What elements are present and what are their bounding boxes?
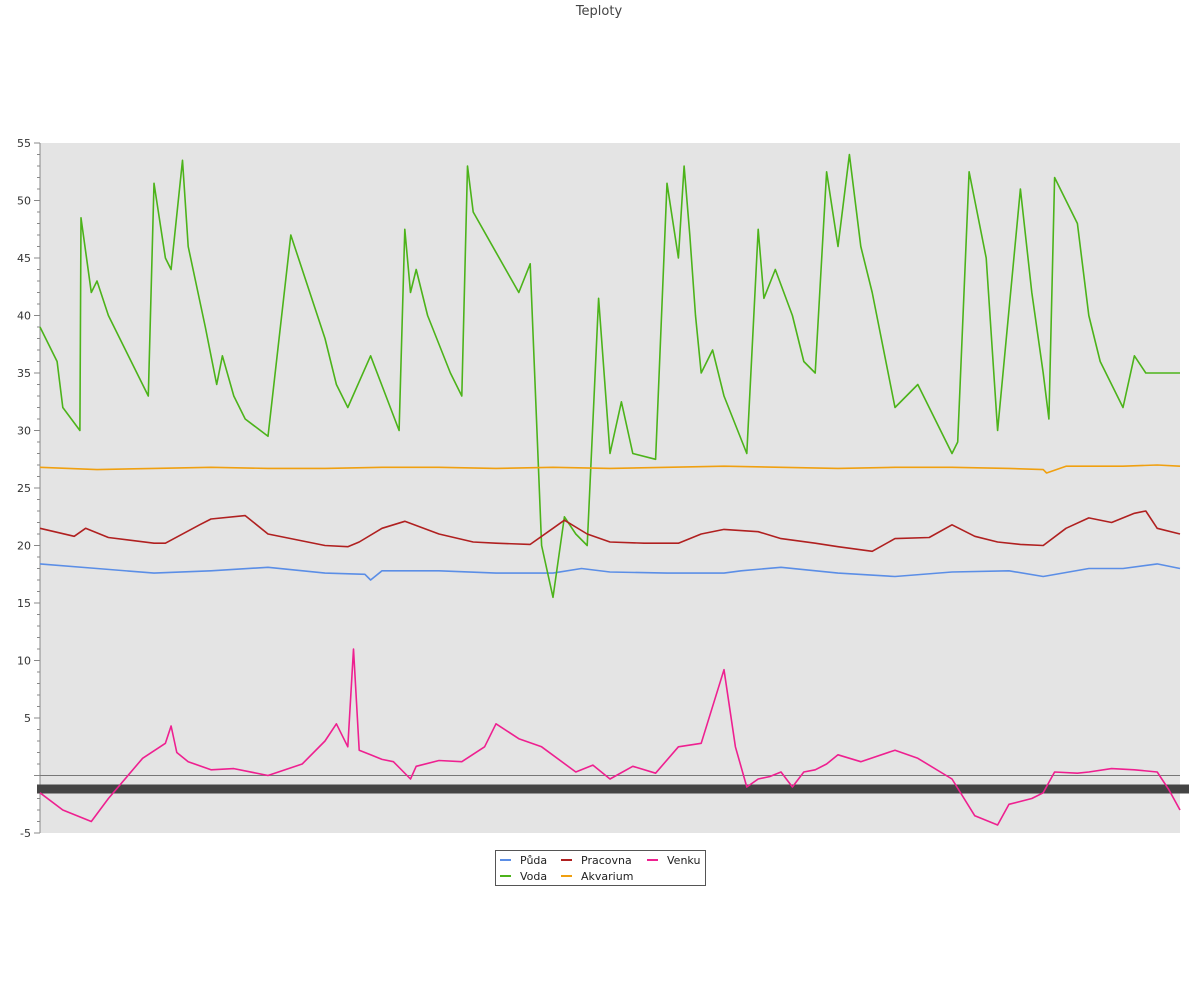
series-line-pracovna (39, 510, 1181, 553)
y-tick-label: 55 (17, 137, 31, 150)
legend-label: Pracovna (581, 854, 632, 867)
series-line-akvarium (39, 464, 1181, 474)
legend-label: Venku (667, 854, 700, 867)
y-tick-label: 20 (17, 540, 31, 553)
y-axis: -5 5 10 15 20 25 30 35 40 45 50 55 (17, 137, 41, 840)
y-tick-label: 5 (24, 712, 31, 725)
legend-box (495, 850, 706, 886)
series-layer (39, 153, 1181, 826)
x-tick-labels-overlap (37, 784, 1189, 794)
legend: Půda Voda Pracovna Akvarium Venku (495, 850, 706, 886)
series-line-voda (39, 153, 1180, 599)
y-tick-label: 10 (17, 655, 31, 668)
plot-area (40, 143, 1180, 833)
y-tick-label: -5 (20, 827, 31, 840)
legend-label: Voda (520, 870, 547, 883)
series-line-venku (39, 648, 1181, 826)
legend-label: Půda (520, 854, 547, 867)
chart-title: Teploty (575, 4, 623, 19)
y-tick-label: 40 (17, 310, 31, 323)
y-tick-label: 45 (17, 252, 31, 265)
y-tick-label: 15 (17, 597, 31, 610)
y-tick-label: 30 (17, 425, 31, 438)
y-tick-label: 25 (17, 482, 31, 495)
y-tick-label: 50 (17, 195, 31, 208)
series-line-p-da (39, 563, 1181, 581)
legend-label: Akvarium (581, 870, 633, 883)
x-axis-label-band (37, 784, 1189, 794)
y-tick-label: 35 (17, 367, 31, 380)
